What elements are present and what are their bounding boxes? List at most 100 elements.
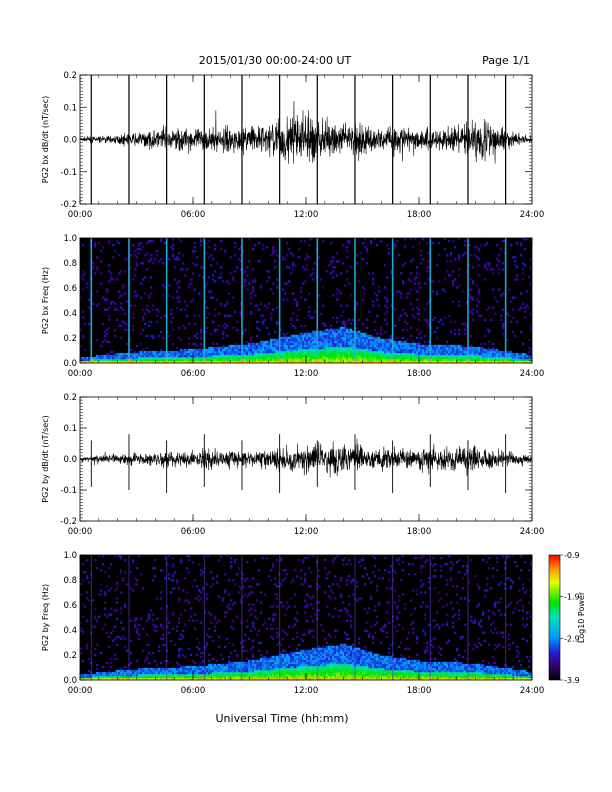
- heatmap-cell: [188, 647, 191, 651]
- heatmap-cell: [110, 360, 113, 364]
- heatmap-cell: [378, 354, 381, 358]
- heatmap-cell: [292, 292, 295, 295]
- heatmap-cell: [260, 358, 263, 362]
- heatmap-cell: [182, 673, 185, 677]
- heatmap-cell: [224, 673, 227, 677]
- heatmap-cell: [492, 356, 495, 360]
- heatmap-cell: [282, 637, 285, 640]
- heatmap-cell: [408, 360, 411, 364]
- heatmap-cell: [498, 354, 501, 358]
- heatmap-cell: [292, 336, 295, 340]
- heatmap-cell: [108, 306, 111, 309]
- heatmap-cell: [436, 326, 439, 330]
- heatmap-cell: [458, 354, 461, 358]
- heatmap-cell: [266, 246, 269, 249]
- heatmap-cell: [318, 294, 321, 297]
- heatmap-cell: [228, 677, 231, 681]
- heatmap-cell: [200, 597, 203, 600]
- heatmap-cell: [464, 350, 467, 354]
- heatmap-cell: [250, 669, 253, 673]
- heatmap-cell: [386, 340, 389, 344]
- heatmap-cell: [420, 250, 423, 253]
- heatmap-cell: [192, 262, 195, 265]
- heatmap-cell: [448, 240, 451, 243]
- heatmap-cell: [528, 360, 531, 364]
- heatmap-cell: [492, 354, 495, 358]
- heatmap-cell: [458, 358, 461, 362]
- heatmap-cell: [328, 336, 331, 340]
- heatmap-cell: [466, 350, 469, 354]
- heatmap-cell: [492, 288, 495, 291]
- heatmap-cell: [310, 274, 313, 277]
- heatmap-cell: [422, 346, 425, 350]
- heatmap-cell: [418, 346, 421, 350]
- heatmap-cell: [458, 332, 461, 336]
- heatmap-cell: [296, 340, 299, 344]
- heatmap-cell: [234, 673, 237, 677]
- heatmap-cell: [132, 358, 135, 362]
- heatmap-cell: [374, 292, 377, 295]
- heatmap-cell: [228, 641, 231, 645]
- heatmap-cell: [200, 675, 203, 679]
- heatmap-cell: [302, 356, 305, 360]
- heatmap-cell: [444, 352, 447, 356]
- heatmap-cell: [266, 342, 269, 346]
- heatmap-cell: [228, 669, 231, 673]
- heatmap-cell: [280, 657, 283, 661]
- heatmap-cell: [120, 611, 123, 614]
- heatmap-cell: [118, 356, 121, 360]
- heatmap-cell: [282, 336, 285, 340]
- heatmap-cell: [350, 354, 353, 358]
- heatmap-cell: [432, 358, 435, 362]
- heatmap-cell: [248, 637, 251, 640]
- heatmap-cell: [172, 579, 175, 582]
- heatmap-cell: [416, 266, 419, 269]
- heatmap-cell: [520, 330, 523, 334]
- heatmap-cell: [156, 352, 159, 356]
- heatmap-cell: [462, 322, 465, 325]
- heatmap-cell: [336, 360, 339, 364]
- heatmap-cell: [254, 294, 257, 297]
- heatmap-cell: [324, 344, 327, 348]
- heatmap-cell: [394, 346, 397, 350]
- heatmap-cell: [324, 346, 327, 350]
- heatmap-cell: [82, 659, 85, 663]
- heatmap-cell: [152, 352, 155, 356]
- heatmap-cell: [422, 238, 425, 241]
- heatmap-cell: [410, 356, 413, 360]
- heatmap-cell: [494, 312, 497, 315]
- heatmap-cell: [252, 350, 255, 354]
- heatmap-cell: [92, 266, 95, 269]
- heatmap-cell: [80, 358, 83, 362]
- heatmap-cell: [416, 354, 419, 358]
- heatmap-cell: [396, 352, 399, 356]
- heatmap-cell: [206, 348, 209, 352]
- heatmap-cell: [124, 360, 127, 364]
- heatmap-cell: [104, 334, 107, 338]
- heatmap-cell: [210, 290, 213, 293]
- heatmap-cell: [344, 332, 347, 336]
- heatmap-cell: [490, 354, 493, 358]
- heatmap-cell: [268, 667, 271, 671]
- heatmap-cell: [156, 667, 159, 671]
- heatmap-cell: [142, 649, 145, 653]
- heatmap-cell: [394, 340, 397, 344]
- heatmap-cell: [304, 332, 307, 336]
- heatmap-cell: [384, 346, 387, 350]
- heatmap-cell: [380, 340, 383, 344]
- heatmap-cell: [228, 667, 231, 671]
- heatmap-cell: [254, 609, 257, 612]
- heatmap-cell: [464, 354, 467, 358]
- heatmap-cell: [172, 611, 175, 614]
- heatmap-cell: [86, 597, 89, 600]
- heatmap-cell: [314, 360, 317, 364]
- heatmap-cell: [212, 583, 215, 586]
- heatmap-cell: [498, 288, 501, 291]
- heatmap-cell: [506, 312, 509, 315]
- heatmap-cell: [344, 350, 347, 354]
- heatmap-cell: [204, 330, 207, 334]
- heatmap-cell: [246, 677, 249, 681]
- heatmap-cell: [114, 589, 117, 592]
- heatmap-cell: [142, 316, 145, 319]
- heatmap-cell: [378, 350, 381, 354]
